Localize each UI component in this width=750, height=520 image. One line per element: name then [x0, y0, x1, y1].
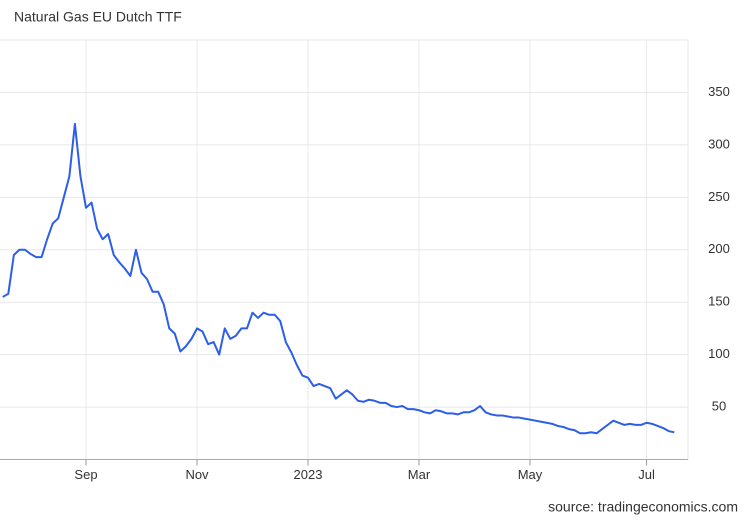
y-tick-label: 250	[708, 189, 730, 204]
y-tick-label: 150	[708, 294, 730, 309]
y-tick-label: 50	[712, 399, 726, 414]
x-tick-label: Jul	[638, 467, 655, 482]
source: source: tradingeconomics.com	[548, 499, 738, 515]
x-tick-label: Mar	[408, 467, 431, 482]
x-tick-label: Sep	[74, 467, 97, 482]
x-tick-label: Nov	[185, 467, 209, 482]
price-line	[2, 122, 675, 435]
y-tick-label: 300	[708, 136, 730, 151]
y-tick-label: 100	[708, 346, 730, 361]
chart-title: Natural Gas EU Dutch TTF	[14, 9, 182, 25]
y-tick-label: 200	[708, 241, 730, 256]
x-tick-label: May	[518, 467, 543, 482]
y-tick-label: 350	[708, 84, 730, 99]
x-tick-label: 2023	[294, 467, 323, 482]
